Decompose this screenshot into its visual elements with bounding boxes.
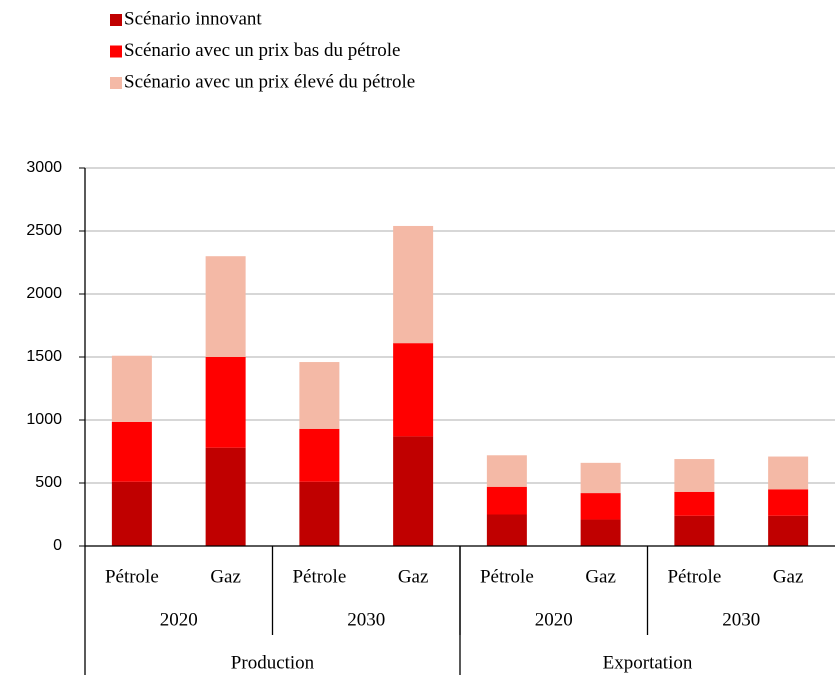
legend-swatch <box>110 77 122 89</box>
bar-segment <box>580 519 621 546</box>
bar-segment <box>111 421 152 482</box>
y-tick-label: 2000 <box>26 285 62 302</box>
y-tick-label: 500 <box>35 474 62 491</box>
bar-segment <box>674 459 715 492</box>
bar-segment <box>299 481 340 546</box>
bar-segment <box>299 362 340 429</box>
x-tick-label: Pétrole <box>292 566 346 587</box>
bar-segment <box>486 514 527 546</box>
bar-segment <box>674 515 715 546</box>
year-label: 2020 <box>535 609 573 630</box>
bar-segment <box>205 357 246 448</box>
section-label: Production <box>231 652 315 673</box>
y-tick-label: 3000 <box>26 159 62 176</box>
bar-segment <box>768 515 809 546</box>
bar-segment <box>768 456 809 490</box>
year-label: 2030 <box>347 609 385 630</box>
legend-swatch <box>110 14 122 26</box>
y-tick-label: 1000 <box>26 411 62 428</box>
legend-swatch <box>110 45 122 58</box>
legend-label: Scénario innovant <box>124 8 262 29</box>
x-tick-label: Pétrole <box>667 566 721 587</box>
x-tick-label: Gaz <box>210 566 241 587</box>
bar-segment <box>299 428 340 482</box>
bar-segment <box>393 225 434 344</box>
section-label: Exportation <box>603 652 693 673</box>
bar-segment <box>486 486 527 515</box>
bar-segment <box>768 489 809 516</box>
x-tick-label: Gaz <box>398 566 429 587</box>
x-tick-label: Pétrole <box>105 566 159 587</box>
bar-segment <box>111 481 152 546</box>
x-tick-label: Pétrole <box>480 566 534 587</box>
bar-segment <box>393 343 434 437</box>
bar-segment <box>580 462 621 494</box>
bar-segment <box>111 355 152 422</box>
x-tick-label: Gaz <box>585 566 616 587</box>
legend-label: Scénario avec un prix bas du pétrole <box>124 40 400 61</box>
legend-label: Scénario avec un prix élevé du pétrole <box>124 71 415 92</box>
x-tick-label: Gaz <box>773 566 804 587</box>
bar-segment <box>486 455 527 487</box>
bar-segment <box>580 493 621 520</box>
y-tick-label: 2500 <box>26 222 62 239</box>
bar-segment <box>674 491 715 516</box>
bar-segment <box>205 256 246 357</box>
bar-segment <box>205 447 246 546</box>
bar-segment <box>393 436 434 546</box>
year-label: 2030 <box>722 609 760 630</box>
y-tick-label: 0 <box>53 537 62 554</box>
y-tick-label: 1500 <box>26 348 62 365</box>
year-label: 2020 <box>160 609 198 630</box>
